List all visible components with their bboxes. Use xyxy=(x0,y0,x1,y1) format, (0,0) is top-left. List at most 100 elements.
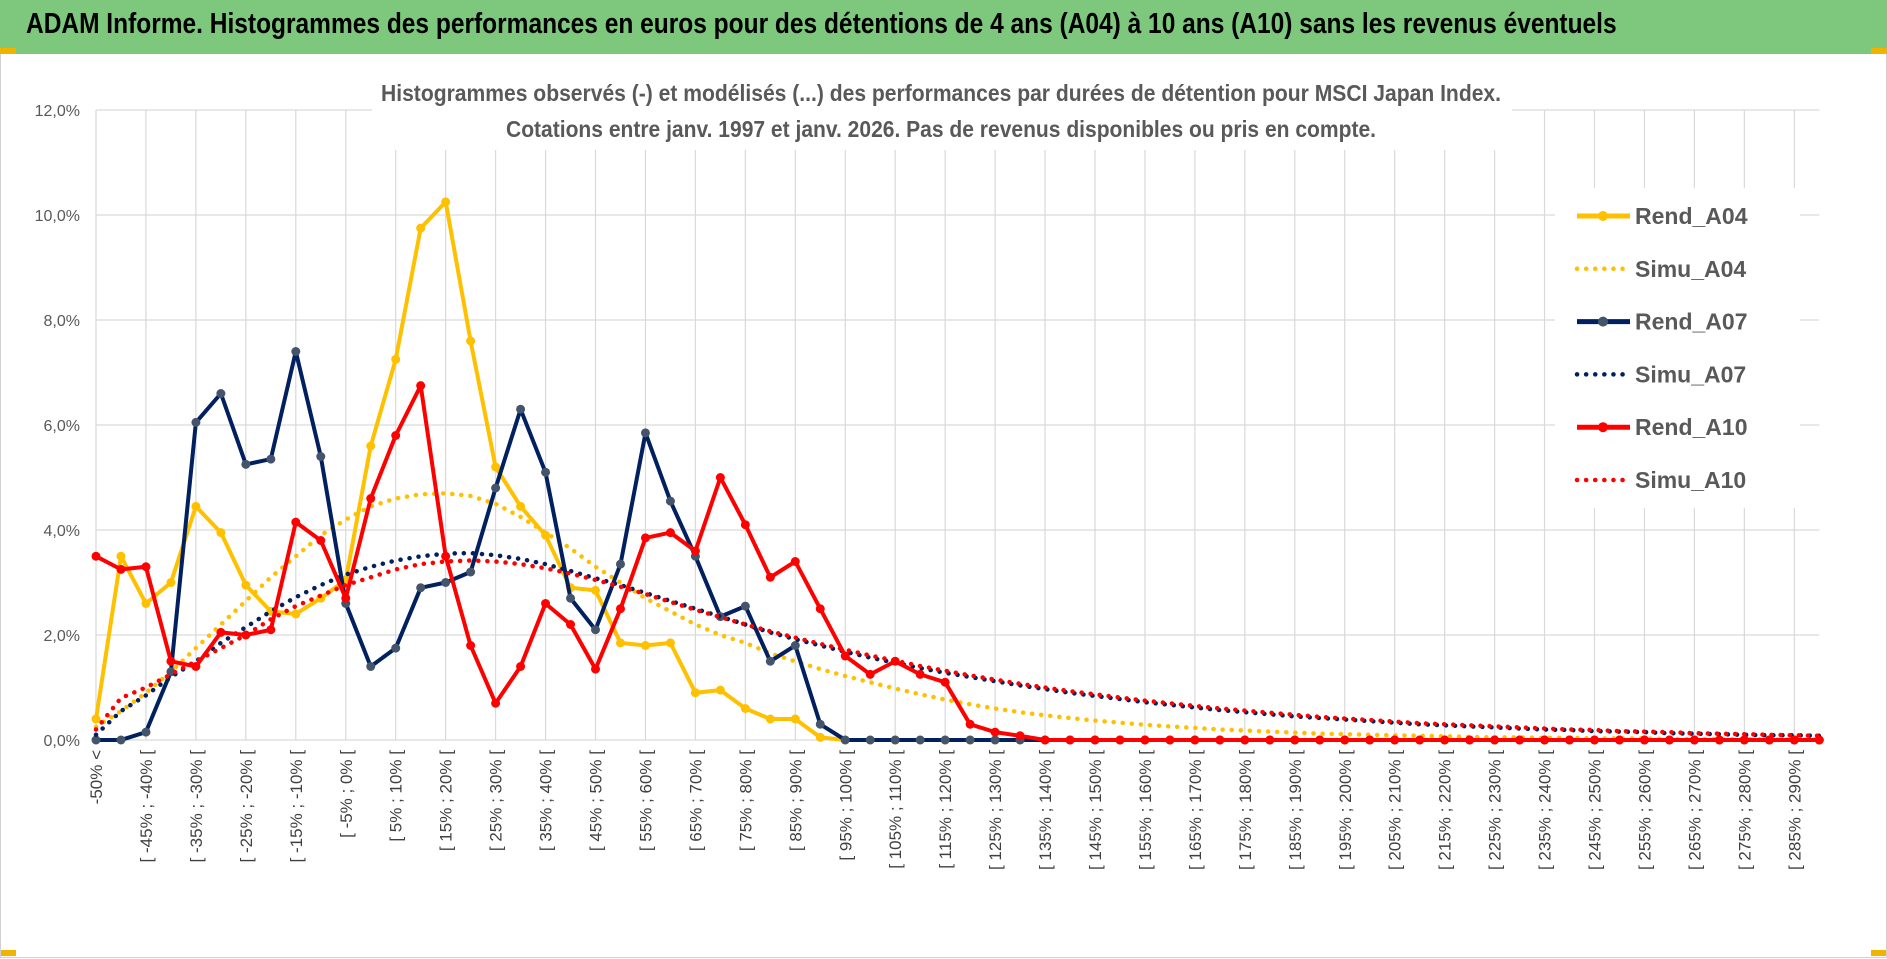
legend-item-Rend_A04: Rend_A04 xyxy=(1577,203,1748,229)
series-Rend_A10 xyxy=(91,381,1824,745)
chart-title-line-1: Histogrammes observés (-) et modélisés (… xyxy=(381,80,1501,106)
data-point-Rend_A07 xyxy=(940,735,950,745)
x-tick-label: [ -35% ; -30% [ xyxy=(187,750,206,863)
data-point-Rend_A07 xyxy=(141,727,151,737)
x-tick-label: [ -25% ; -20% [ xyxy=(237,750,256,863)
data-point-Rend_A10 xyxy=(1515,735,1525,745)
data-point-Rend_A10 xyxy=(1565,735,1575,745)
data-point-Rend_A04 xyxy=(141,599,151,608)
data-point-Rend_A10 xyxy=(865,669,875,679)
series-line-Simu_A04 xyxy=(93,491,1822,742)
legend-item-Simu_A04: Simu_A04 xyxy=(1574,256,1746,282)
x-tick-label: [ 145% ; 150% [ xyxy=(1086,750,1105,870)
data-point-Rend_A07 xyxy=(990,735,1000,745)
data-point-Rend_A10 xyxy=(790,557,800,566)
data-point-Rend_A04 xyxy=(615,638,625,648)
data-point-Rend_A07 xyxy=(416,583,426,593)
title-background xyxy=(372,74,1512,150)
data-point-Rend_A10 xyxy=(765,572,775,582)
data-point-Rend_A07 xyxy=(241,459,251,469)
data-point-Rend_A10 xyxy=(291,517,301,527)
data-point-Rend_A07 xyxy=(366,662,376,671)
legend-label: Simu_A10 xyxy=(1635,467,1746,493)
data-point-Rend_A10 xyxy=(266,625,276,635)
data-point-Rend_A10 xyxy=(1015,731,1025,741)
data-point-Rend_A10 xyxy=(1614,735,1624,745)
data-point-Rend_A04 xyxy=(715,685,725,695)
corner-mark-bottom-left xyxy=(0,950,16,956)
data-point-Rend_A04 xyxy=(166,578,176,587)
legend-label: Rend_A10 xyxy=(1635,414,1747,440)
x-tick-label: [ 285% ; 290% [ xyxy=(1785,750,1804,870)
legend-marker xyxy=(1598,316,1608,327)
data-point-Rend_A10 xyxy=(1115,735,1125,745)
data-point-Rend_A10 xyxy=(1040,735,1050,745)
data-point-Rend_A07 xyxy=(615,559,625,569)
data-point-Rend_A10 xyxy=(341,593,351,603)
data-point-Rend_A10 xyxy=(466,641,476,650)
data-point-Rend_A10 xyxy=(116,564,126,574)
data-point-Rend_A10 xyxy=(1490,735,1500,745)
data-point-Rend_A10 xyxy=(965,719,975,729)
data-point-Rend_A10 xyxy=(1415,735,1425,745)
data-point-Rend_A04 xyxy=(466,336,476,346)
legend-marker xyxy=(1598,211,1608,221)
y-tick-label: 10,0% xyxy=(35,208,80,225)
data-point-Rend_A10 xyxy=(141,562,151,572)
x-tick-label: [ -45% ; -40% [ xyxy=(137,750,156,863)
data-point-Rend_A07 xyxy=(516,404,526,414)
data-point-Rend_A07 xyxy=(665,496,675,506)
data-point-Rend_A07 xyxy=(316,452,326,461)
data-point-Rend_A07 xyxy=(466,567,476,577)
data-point-Rend_A10 xyxy=(316,536,326,545)
x-tick-label: [ 195% ; 200% [ xyxy=(1336,750,1355,870)
x-tick-label: [ 185% ; 190% [ xyxy=(1286,750,1305,870)
data-point-Rend_A10 xyxy=(915,669,925,679)
data-point-Rend_A07 xyxy=(965,735,975,745)
legend-item-Rend_A07: Rend_A07 xyxy=(1577,309,1747,335)
data-point-Rend_A10 xyxy=(1365,735,1375,745)
data-point-Rend_A10 xyxy=(1664,735,1674,745)
data-point-Rend_A07 xyxy=(890,735,900,745)
series-Simu_A04 xyxy=(93,491,1822,742)
data-point-Rend_A10 xyxy=(1190,735,1200,745)
data-point-Rend_A10 xyxy=(166,656,176,666)
x-tick-label: [ 225% ; 230% [ xyxy=(1486,750,1505,870)
data-point-Rend_A10 xyxy=(216,627,226,637)
data-point-Rend_A10 xyxy=(1739,735,1749,745)
data-point-Rend_A10 xyxy=(1315,735,1325,745)
y-tick-label: 12,0% xyxy=(35,103,80,120)
data-point-Rend_A10 xyxy=(640,533,650,543)
data-point-Rend_A07 xyxy=(116,735,126,745)
x-tick-label: [ 25% ; 30% [ xyxy=(487,750,506,851)
data-point-Rend_A10 xyxy=(1689,735,1699,745)
data-point-Rend_A04 xyxy=(116,551,126,561)
data-point-Rend_A10 xyxy=(1215,735,1225,745)
corner-mark-top-right xyxy=(1871,48,1887,54)
legend-label: Rend_A07 xyxy=(1635,309,1747,335)
x-tick-label: [ 85% ; 90% [ xyxy=(786,750,805,851)
data-point-Rend_A04 xyxy=(790,714,800,724)
data-point-Rend_A07 xyxy=(790,641,800,650)
x-tick-label: [ 65% ; 70% [ xyxy=(686,750,705,851)
x-tick-label: [ 125% ; 130% [ xyxy=(986,750,1005,870)
y-tick-label: 0,0% xyxy=(44,733,80,750)
data-point-Rend_A04 xyxy=(216,528,226,538)
data-point-Rend_A04 xyxy=(640,641,650,650)
data-point-Rend_A10 xyxy=(416,381,426,391)
data-point-Rend_A10 xyxy=(391,431,401,440)
x-tick-label: [ 45% ; 50% [ xyxy=(587,750,606,851)
y-tick-label: 2,0% xyxy=(44,628,80,645)
data-point-Rend_A04 xyxy=(516,501,526,511)
data-point-Rend_A07 xyxy=(840,735,850,745)
data-point-Rend_A04 xyxy=(291,609,301,619)
data-point-Rend_A07 xyxy=(191,417,201,427)
x-tick-label: [ 235% ; 240% [ xyxy=(1536,750,1555,870)
data-point-Rend_A07 xyxy=(765,656,775,666)
x-tick-label: [ -15% ; -10% [ xyxy=(287,750,306,863)
data-point-Rend_A10 xyxy=(1440,735,1450,745)
x-tick-label: [ 215% ; 220% [ xyxy=(1436,750,1455,870)
series-line-Simu_A07 xyxy=(93,550,1822,739)
corner-mark-bottom-right xyxy=(1871,950,1887,956)
